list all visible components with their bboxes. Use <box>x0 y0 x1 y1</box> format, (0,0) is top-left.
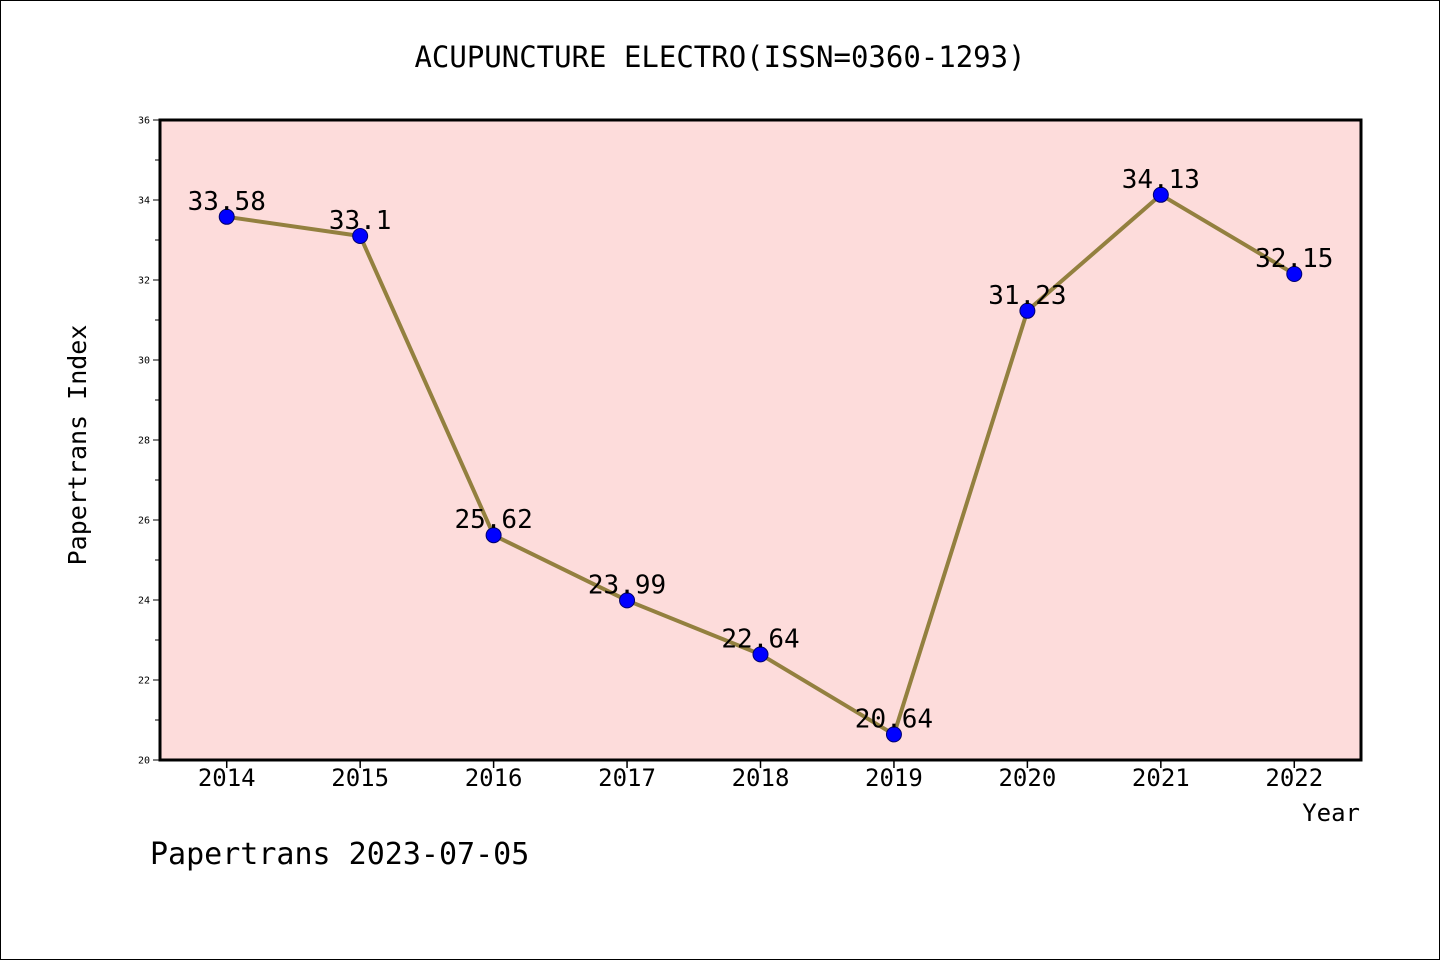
data-label: 32.15 <box>1255 244 1333 274</box>
data-point <box>1019 302 1036 319</box>
y-tick-label: 36 <box>138 116 150 127</box>
data-label: 22.64 <box>721 624 799 654</box>
chart-title: ACUPUNCTURE ELECTRO(ISSN=0360-1293) <box>414 40 1025 74</box>
x-tick-label: 2018 <box>732 764 790 792</box>
data-point <box>752 646 769 663</box>
x-tick-label: 2019 <box>865 764 923 792</box>
x-tick-label: 2017 <box>598 764 656 792</box>
data-label: 25.62 <box>454 505 532 535</box>
data-label-layer: 33.58 33.1 25.62 23.99 22.64 20.64 31.23 34.13 3… <box>188 165 1334 735</box>
y-tick-label: 22 <box>138 676 150 687</box>
x-tick-label: 2014 <box>198 764 256 792</box>
data-point <box>885 726 902 743</box>
data-label: 31.23 <box>988 281 1066 311</box>
x-tick-label: 2022 <box>1265 764 1323 792</box>
y-tick-label: 28 <box>138 436 150 447</box>
x-axis: 2014 2015 2016 2017 2018 2019 2020 2021 2022 <box>198 760 1323 792</box>
y-tick-label: 20 <box>138 756 150 767</box>
y-tick-label: 24 <box>138 596 150 607</box>
y-tick-label: 32 <box>138 276 150 287</box>
data-point <box>218 208 235 225</box>
data-label: 20.64 <box>855 704 933 734</box>
data-label: 33.58 <box>188 187 266 217</box>
data-label: 33.1 <box>329 206 392 236</box>
data-point <box>619 592 636 609</box>
x-axis-label: Year <box>1302 799 1360 827</box>
y-tick-label: 30 <box>138 356 150 367</box>
x-tick-label: 2015 <box>331 764 389 792</box>
data-point <box>485 527 502 544</box>
y-axis-label: Papertrans Index <box>63 325 92 566</box>
data-label: 23.99 <box>588 570 666 600</box>
data-point <box>1286 266 1303 282</box>
y-axis: 20 22 24 26 28 30 32 34 36 <box>138 116 160 767</box>
y-tick-label: 26 <box>138 516 150 527</box>
data-point <box>352 228 369 244</box>
footer-note: Papertrans 2023-07-05 <box>150 837 529 872</box>
x-tick-label: 2016 <box>465 764 523 792</box>
x-tick-label: 2020 <box>998 764 1056 792</box>
x-tick-label: 2021 <box>1132 764 1190 792</box>
y-tick-label: 34 <box>138 196 150 207</box>
data-label: 34.13 <box>1122 165 1200 195</box>
data-point <box>1152 186 1169 203</box>
series-layer <box>218 186 1303 743</box>
